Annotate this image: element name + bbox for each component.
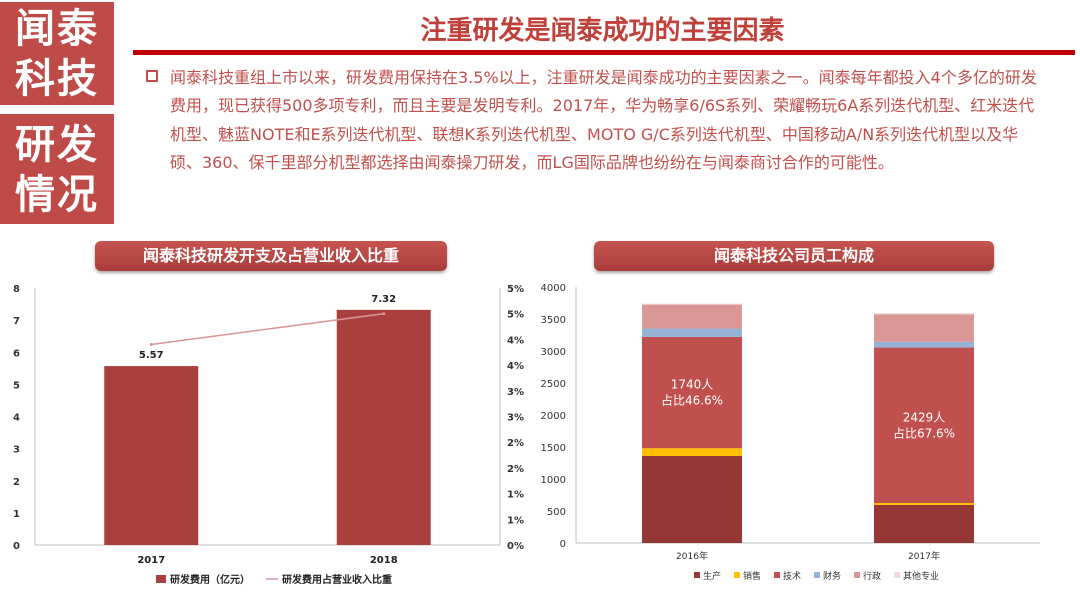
stack-segment-技术 xyxy=(642,336,742,449)
x-tick-label: 2017年 xyxy=(908,550,940,562)
bar xyxy=(104,366,199,545)
right-chart-title: 闻泰科技公司员工构成 xyxy=(594,241,994,271)
y-right-tick-label: 0% xyxy=(507,541,524,552)
y-tick-label: 3000 xyxy=(541,347,566,358)
section-label-line: 情况 xyxy=(15,172,99,218)
y-tick-label: 4000 xyxy=(541,283,566,294)
legend-swatch xyxy=(694,572,700,578)
y-left-tick-label: 5 xyxy=(13,380,20,391)
left-chart-title: 闻泰科技研发开支及占营业收入比重 xyxy=(95,241,447,271)
ratio-point xyxy=(382,312,386,316)
segment-annotation: 占比67.6% xyxy=(893,425,955,440)
y-right-tick-label: 3% xyxy=(507,413,524,424)
stack-segment-财务 xyxy=(642,328,742,337)
y-right-tick-label: 2% xyxy=(507,464,524,475)
legend-label: 其他专业 xyxy=(903,570,939,582)
legend-label: 生产 xyxy=(703,570,721,582)
stack-segment-财务 xyxy=(874,341,974,348)
bar-data-label: 7.32 xyxy=(371,294,396,305)
legend-label: 技术 xyxy=(783,570,801,582)
stack-segment-行政 xyxy=(874,314,974,342)
x-tick-label: 2018 xyxy=(370,555,398,566)
segment-annotation: 2429人 xyxy=(903,410,946,424)
y-tick-label: 2000 xyxy=(541,411,566,422)
legend-label: 研发费用（亿元） xyxy=(170,573,250,586)
section-label-line: 科技 xyxy=(15,56,99,102)
y-tick-label: 0 xyxy=(560,539,566,550)
section-label-company: 闻泰 科技 xyxy=(0,2,114,105)
segment-annotation: 1740人 xyxy=(671,378,714,392)
y-left-tick-label: 4 xyxy=(13,413,20,424)
y-right-tick-label: 1% xyxy=(507,490,524,501)
y-tick-label: 500 xyxy=(547,507,566,518)
section-label-line: 闻泰 xyxy=(15,6,99,52)
y-left-tick-label: 0 xyxy=(13,541,20,552)
section-label-line: 研发 xyxy=(15,122,99,168)
stack-segment-技术 xyxy=(874,347,974,503)
y-right-tick-label: 5% xyxy=(507,310,524,321)
y-right-tick-label: 4% xyxy=(507,361,524,372)
stack-segment-销售 xyxy=(642,448,742,456)
segment-annotation: 占比46.6% xyxy=(661,393,723,408)
y-right-tick-label: 3% xyxy=(507,387,524,398)
title-divider xyxy=(133,50,1075,55)
y-left-tick-label: 2 xyxy=(13,477,20,488)
stack-segment-其他专业 xyxy=(874,312,974,315)
bar-data-label: 5.57 xyxy=(139,350,164,361)
y-tick-label: 3500 xyxy=(541,315,566,326)
y-tick-label: 1000 xyxy=(541,475,566,486)
stack-segment-生产 xyxy=(874,504,974,543)
y-right-tick-label: 1% xyxy=(507,515,524,526)
legend-swatch-bar xyxy=(156,575,166,583)
legend-label: 财务 xyxy=(823,570,841,582)
legend-swatch xyxy=(774,572,780,578)
ratio-point xyxy=(149,343,153,347)
rd-expense-chart: 0 1 2 3 4 5 6 7 8 0% 1% 1% 2% 2% 3% 3% 4% 4% 5% 5% 5.57 2017 7… xyxy=(13,284,524,586)
y-right-tick-label: 4% xyxy=(507,335,524,346)
y-right-tick-label: 5% xyxy=(507,284,524,295)
legend-label: 研发费用占营业收入比重 xyxy=(282,573,392,586)
section-label-topic: 研发 情况 xyxy=(0,114,114,224)
legend-swatch xyxy=(734,572,740,578)
legend-label: 行政 xyxy=(863,570,881,582)
y-left-tick-label: 8 xyxy=(13,284,20,295)
legend-swatch xyxy=(814,572,820,578)
y-left-tick-label: 1 xyxy=(13,509,20,520)
y-left-tick-label: 3 xyxy=(13,445,20,456)
staff-composition-chart: 0 500 1000 1500 2000 2500 3000 3500 4000 1740人占比4… xyxy=(541,283,1040,582)
y-left-tick-label: 6 xyxy=(13,348,20,359)
legend-label: 销售 xyxy=(743,570,761,582)
y-tick-label: 2500 xyxy=(541,379,566,390)
page-title: 注重研发是闻泰成功的主要因素 xyxy=(420,16,785,46)
stack-segment-行政 xyxy=(642,304,742,329)
x-tick-label: 2017 xyxy=(137,555,165,566)
stack-segment-其他专业 xyxy=(642,303,742,305)
y-tick-label: 1500 xyxy=(541,443,566,454)
legend-swatch xyxy=(854,572,860,578)
y-right-tick-label: 2% xyxy=(507,438,524,449)
stack-segment-销售 xyxy=(874,503,974,505)
ratio-line xyxy=(151,312,384,346)
y-left-tick-label: 7 xyxy=(13,316,20,327)
stack-segment-生产 xyxy=(642,455,742,543)
body-paragraph: 闻泰科技重组上市以来，研发费用保持在3.5%以上，注重研发是闻泰成功的主要因素之… xyxy=(170,68,1037,173)
bar xyxy=(336,309,431,545)
bullet-square-icon xyxy=(146,70,158,82)
legend-swatch xyxy=(894,572,900,578)
x-tick-label: 2016年 xyxy=(676,550,708,562)
